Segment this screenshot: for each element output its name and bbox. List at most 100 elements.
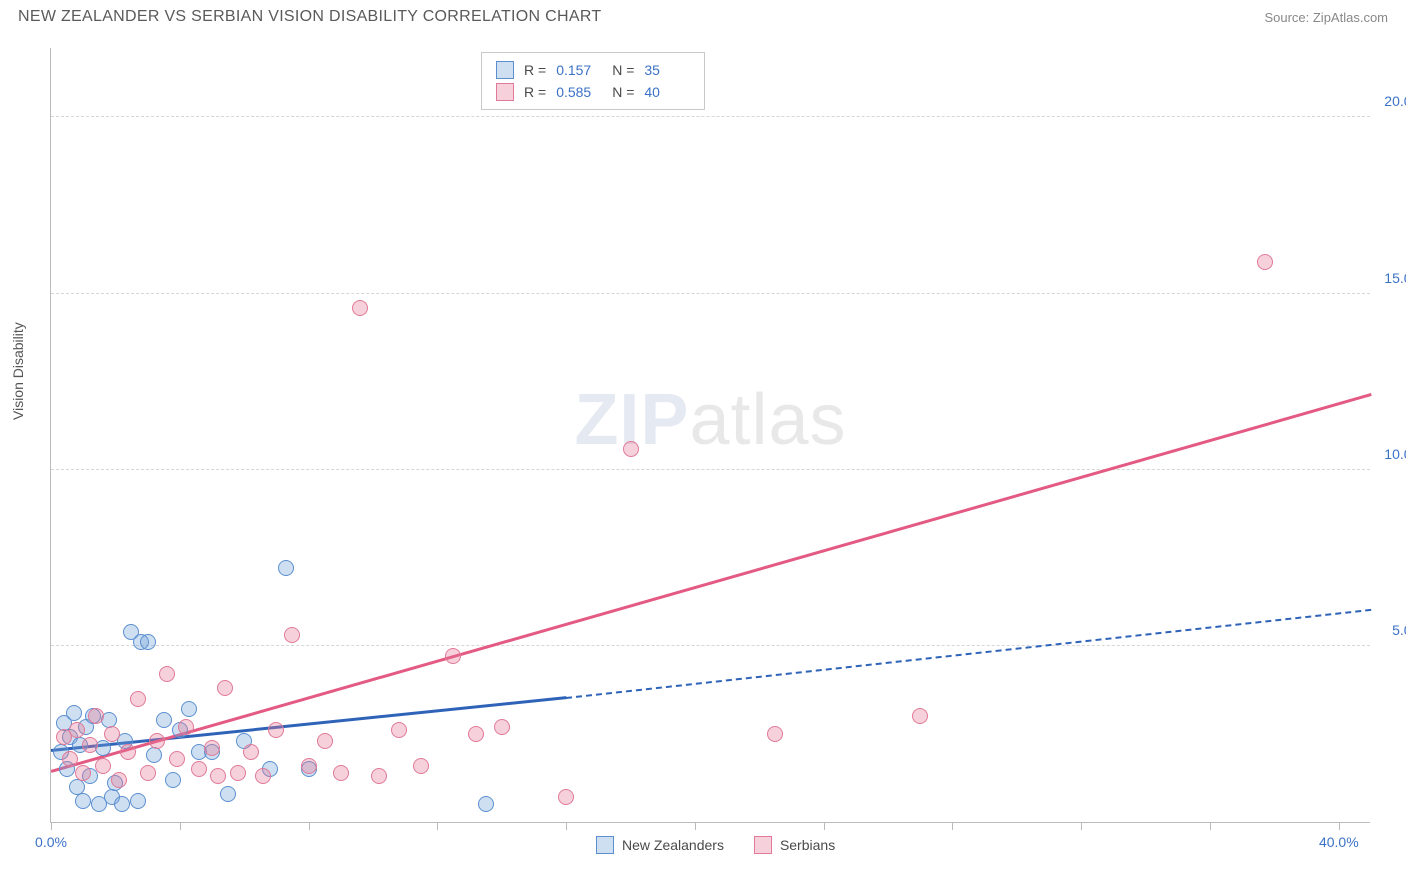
- trend-line-extrapolated: [566, 609, 1371, 699]
- data-point: [66, 705, 82, 721]
- data-point: [130, 793, 146, 809]
- r-label: R =: [524, 84, 546, 100]
- data-point: [104, 726, 120, 742]
- x-tick: [309, 822, 310, 830]
- n-value: 35: [644, 62, 690, 78]
- correlation-legend: R = 0.157 N = 35 R = 0.585 N = 40: [481, 52, 705, 110]
- data-point: [120, 744, 136, 760]
- header: NEW ZEALANDER VS SERBIAN VISION DISABILI…: [0, 0, 1406, 32]
- data-point: [558, 789, 574, 805]
- legend-swatch: [596, 836, 614, 854]
- data-point: [111, 772, 127, 788]
- data-point: [333, 765, 349, 781]
- x-tick: [51, 822, 52, 830]
- data-point: [268, 722, 284, 738]
- data-point: [230, 765, 246, 781]
- gridline: [51, 116, 1370, 117]
- data-point: [468, 726, 484, 742]
- gridline: [51, 469, 1370, 470]
- data-point: [75, 793, 91, 809]
- data-point: [767, 726, 783, 742]
- data-point: [178, 719, 194, 735]
- y-tick-label: 20.0%: [1384, 93, 1406, 109]
- legend-row: R = 0.585 N = 40: [496, 81, 690, 103]
- data-point: [220, 786, 236, 802]
- data-point: [69, 722, 85, 738]
- data-point: [284, 627, 300, 643]
- trend-line: [51, 393, 1372, 772]
- legend-item: Serbians: [754, 836, 835, 854]
- y-tick-label: 5.0%: [1392, 622, 1406, 638]
- watermark: ZIPatlas: [574, 379, 846, 461]
- data-point: [352, 300, 368, 316]
- x-tick: [1210, 822, 1211, 830]
- n-label: N =: [612, 84, 634, 100]
- legend-swatch: [496, 83, 514, 101]
- data-point: [912, 708, 928, 724]
- legend-row: R = 0.157 N = 35: [496, 59, 690, 81]
- x-tick: [1339, 822, 1340, 830]
- data-point: [255, 768, 271, 784]
- data-point: [95, 758, 111, 774]
- data-point: [82, 737, 98, 753]
- legend-label: New Zealanders: [622, 837, 724, 853]
- y-tick-label: 10.0%: [1384, 446, 1406, 462]
- x-tick-label: 0.0%: [35, 834, 67, 850]
- source-attribution: Source: ZipAtlas.com: [1264, 10, 1388, 25]
- r-label: R =: [524, 62, 546, 78]
- chart-area: ZIPatlas R =0.157N =35R =0.585N =40 New …: [50, 48, 1370, 823]
- watermark-atlas: atlas: [689, 380, 846, 460]
- data-point: [169, 751, 185, 767]
- data-point: [159, 666, 175, 682]
- chart-title: NEW ZEALANDER VS SERBIAN VISION DISABILI…: [18, 8, 601, 26]
- data-point: [140, 765, 156, 781]
- data-point: [278, 560, 294, 576]
- plot-region: ZIPatlas R =0.157N =35R =0.585N =40 New …: [50, 48, 1370, 823]
- data-point: [88, 708, 104, 724]
- data-point: [413, 758, 429, 774]
- x-tick: [566, 822, 567, 830]
- y-axis-label: Vision Disability: [10, 322, 26, 420]
- data-point: [623, 441, 639, 457]
- n-label: N =: [612, 62, 634, 78]
- data-point: [371, 768, 387, 784]
- data-point: [243, 744, 259, 760]
- data-point: [478, 796, 494, 812]
- data-point: [445, 648, 461, 664]
- x-tick: [952, 822, 953, 830]
- series-legend: New Zealanders Serbians: [596, 836, 835, 854]
- data-point: [165, 772, 181, 788]
- data-point: [191, 761, 207, 777]
- data-point: [130, 691, 146, 707]
- legend-label: Serbians: [780, 837, 835, 853]
- x-tick: [437, 822, 438, 830]
- r-value: 0.585: [556, 84, 602, 100]
- x-tick: [824, 822, 825, 830]
- data-point: [62, 751, 78, 767]
- x-tick: [1081, 822, 1082, 830]
- legend-swatch: [754, 836, 772, 854]
- gridline: [51, 293, 1370, 294]
- data-point: [301, 758, 317, 774]
- data-point: [75, 765, 91, 781]
- data-point: [317, 733, 333, 749]
- data-point: [114, 796, 130, 812]
- data-point: [149, 733, 165, 749]
- data-point: [1257, 254, 1273, 270]
- data-point: [210, 768, 226, 784]
- data-point: [204, 740, 220, 756]
- data-point: [140, 634, 156, 650]
- x-tick: [695, 822, 696, 830]
- data-point: [181, 701, 197, 717]
- data-point: [146, 747, 162, 763]
- data-point: [391, 722, 407, 738]
- data-point: [217, 680, 233, 696]
- n-value: 40: [644, 84, 690, 100]
- x-tick: [180, 822, 181, 830]
- r-value: 0.157: [556, 62, 602, 78]
- y-tick-label: 15.0%: [1384, 270, 1406, 286]
- legend-swatch: [496, 61, 514, 79]
- data-point: [156, 712, 172, 728]
- x-tick-label: 40.0%: [1319, 834, 1359, 850]
- gridline: [51, 645, 1370, 646]
